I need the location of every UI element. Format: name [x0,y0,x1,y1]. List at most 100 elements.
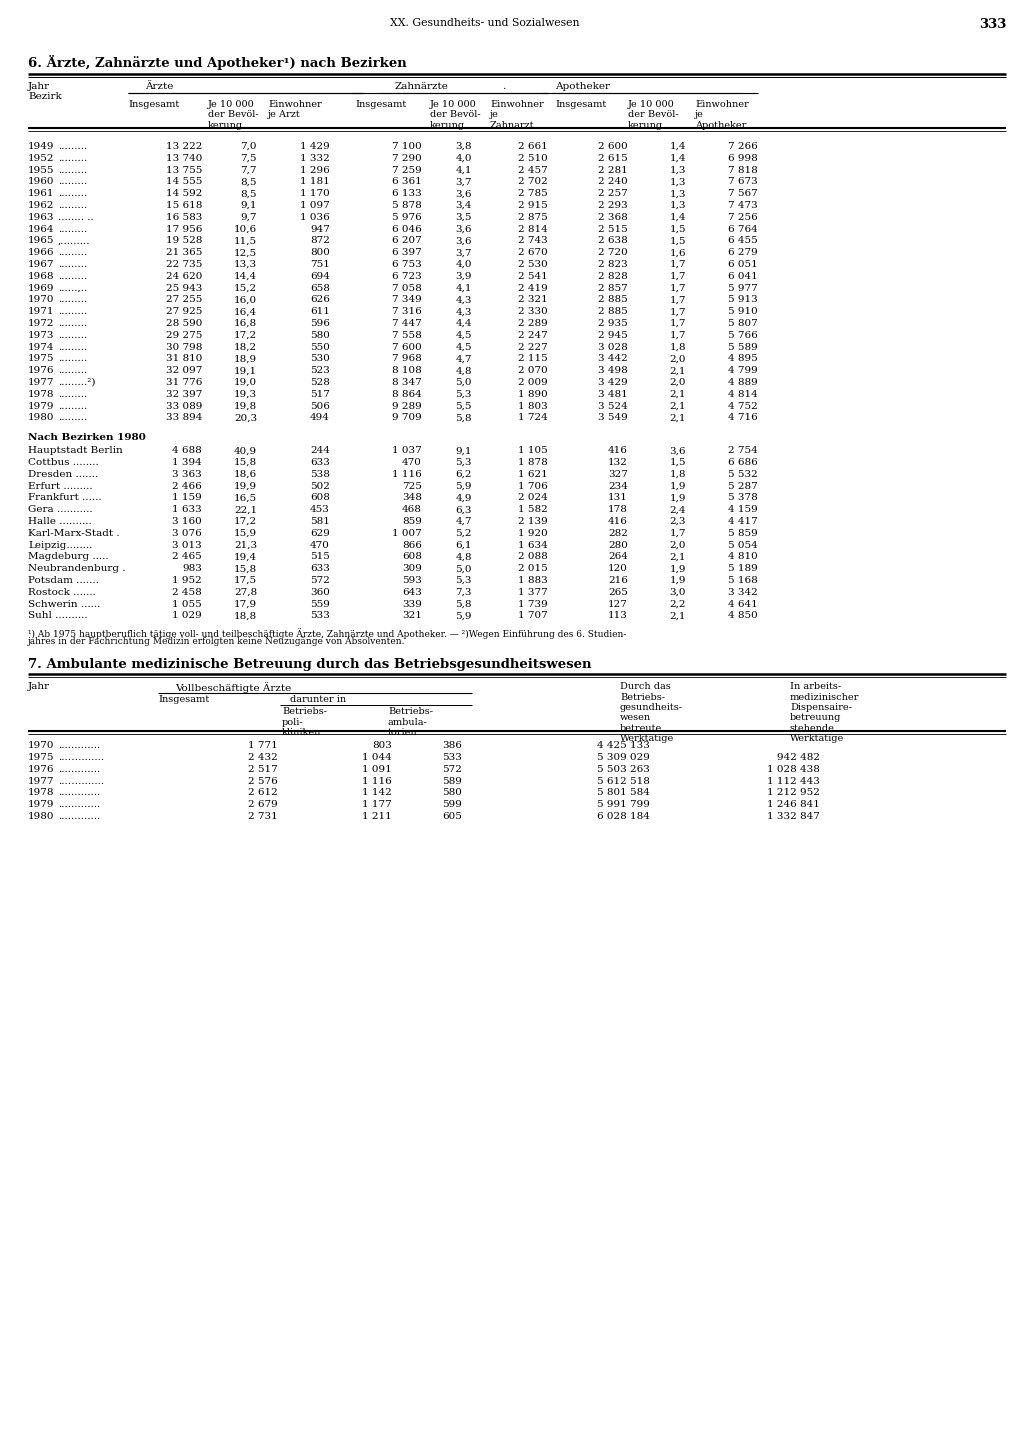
Text: Gera ...........: Gera ........... [28,505,92,515]
Text: 1 246 841: 1 246 841 [767,800,820,810]
Text: 15,8: 15,8 [233,564,257,573]
Text: 33 089: 33 089 [166,401,202,410]
Text: 1 621: 1 621 [518,470,548,478]
Text: 1 706: 1 706 [518,481,548,490]
Text: 3 442: 3 442 [598,355,628,364]
Text: 5 977: 5 977 [728,284,758,292]
Text: 4 850: 4 850 [728,611,758,621]
Text: .: . [502,81,505,92]
Text: 2 915: 2 915 [518,201,548,209]
Text: 1 634: 1 634 [518,541,548,550]
Text: 453: 453 [310,505,330,515]
Text: 1 211: 1 211 [362,811,392,822]
Text: 643: 643 [402,587,422,596]
Text: .............: ............. [58,788,100,797]
Text: 27,8: 27,8 [233,587,257,596]
Text: 5,0: 5,0 [456,378,472,387]
Text: 7 058: 7 058 [392,284,422,292]
Text: 1970: 1970 [28,295,54,304]
Text: 3,7: 3,7 [456,249,472,257]
Text: 4 752: 4 752 [728,401,758,410]
Text: 4,1: 4,1 [456,166,472,174]
Text: 2,2: 2,2 [670,599,686,609]
Text: 18,9: 18,9 [233,355,257,364]
Text: 20,3: 20,3 [233,413,257,423]
Text: 6 998: 6 998 [728,154,758,163]
Text: 17,5: 17,5 [233,576,257,585]
Text: 1 633: 1 633 [172,505,202,515]
Text: 2 510: 2 510 [518,154,548,163]
Text: Magdeburg .....: Magdeburg ..... [28,553,109,561]
Text: .........: ......... [58,307,87,316]
Text: 1,9: 1,9 [670,564,686,573]
Text: 5,5: 5,5 [456,401,472,410]
Text: 2 857: 2 857 [598,284,628,292]
Text: 1,7: 1,7 [670,272,686,281]
Text: 386: 386 [442,742,462,750]
Text: 2 070: 2 070 [518,366,548,375]
Text: 1961: 1961 [28,189,54,198]
Text: 2 702: 2 702 [518,177,548,186]
Text: 3 076: 3 076 [172,529,202,538]
Text: 2,3: 2,3 [670,518,686,526]
Text: 2 541: 2 541 [518,272,548,281]
Text: Je 10 000
der Bevöl-
kerung: Je 10 000 der Bevöl- kerung [628,100,679,129]
Text: 5 612 518: 5 612 518 [597,776,650,785]
Text: 8 864: 8 864 [392,390,422,398]
Text: 4 799: 4 799 [728,366,758,375]
Text: 572: 572 [442,765,462,774]
Text: Vollbeschäftigte Ärzte: Vollbeschäftigte Ärzte [175,682,291,694]
Text: 3,6: 3,6 [670,446,686,455]
Text: 533: 533 [310,611,330,621]
Text: 1,7: 1,7 [670,529,686,538]
Text: 866: 866 [402,541,422,550]
Text: 7. Ambulante medizinische Betreuung durch das Betriebsgesundheitswesen: 7. Ambulante medizinische Betreuung durc… [28,659,592,672]
Text: 19,1: 19,1 [233,366,257,375]
Text: 3,4: 3,4 [456,201,472,209]
Text: 1,3: 1,3 [670,177,686,186]
Text: .........: ......... [58,272,87,281]
Text: 6 455: 6 455 [728,237,758,246]
Text: 6 279: 6 279 [728,249,758,257]
Text: 1 116: 1 116 [362,776,392,785]
Text: 2 935: 2 935 [598,318,628,329]
Text: 3,0: 3,0 [670,587,686,596]
Text: Nach Bezirken 1980: Nach Bezirken 1980 [28,433,145,442]
Text: 9,1: 9,1 [241,201,257,209]
Text: 506: 506 [310,401,330,410]
Text: Karl-Marx-Stadt .: Karl-Marx-Stadt . [28,529,120,538]
Text: 40,9: 40,9 [233,446,257,455]
Text: 2 679: 2 679 [248,800,278,810]
Text: 131: 131 [608,493,628,503]
Text: 2 515: 2 515 [598,224,628,234]
Text: 2 368: 2 368 [598,212,628,222]
Text: 7 558: 7 558 [392,332,422,340]
Text: 1 112 443: 1 112 443 [767,776,820,785]
Text: 2 115: 2 115 [518,355,548,364]
Text: 2 458: 2 458 [172,587,202,596]
Text: .............: ............. [58,742,100,750]
Text: 6 051: 6 051 [728,260,758,269]
Text: 5 287: 5 287 [728,481,758,490]
Text: 4 417: 4 417 [728,518,758,526]
Text: 1949: 1949 [28,142,54,151]
Text: 416: 416 [608,518,628,526]
Text: 5,8: 5,8 [456,413,472,423]
Text: 1 878: 1 878 [518,458,548,467]
Text: 2 293: 2 293 [598,201,628,209]
Text: 1 007: 1 007 [392,529,422,538]
Text: 2 670: 2 670 [518,249,548,257]
Text: 633: 633 [310,564,330,573]
Text: 3 013: 3 013 [172,541,202,550]
Text: 18,6: 18,6 [233,470,257,478]
Text: 3 549: 3 549 [598,413,628,423]
Text: 2 257: 2 257 [598,189,628,198]
Text: 6 764: 6 764 [728,224,758,234]
Text: 1,6: 1,6 [670,249,686,257]
Text: 2 466: 2 466 [172,481,202,490]
Text: 14 592: 14 592 [166,189,202,198]
Text: 2 139: 2 139 [518,518,548,526]
Text: 581: 581 [310,518,330,526]
Text: 3 028: 3 028 [598,343,628,352]
Text: 1 177: 1 177 [362,800,392,810]
